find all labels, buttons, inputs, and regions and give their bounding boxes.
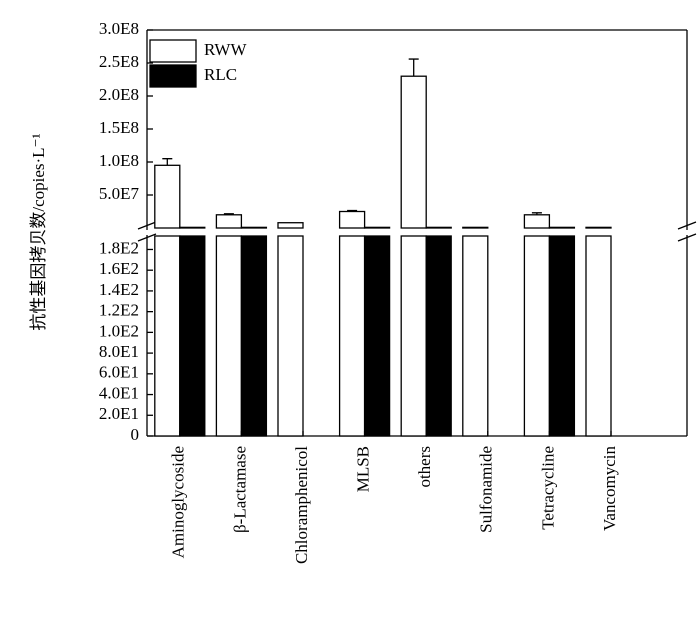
bar: [154, 164, 181, 229]
y-tick-label: 0: [131, 425, 140, 444]
bar: [462, 226, 489, 229]
bar: [154, 235, 181, 437]
y-tick-label: 1.0E2: [99, 321, 139, 340]
x-tick-label: Chloramphenicol: [292, 446, 311, 564]
y-tick-label: 2.0E1: [99, 404, 139, 423]
y-tick-label: 1.0E8: [99, 151, 139, 170]
bar: [277, 222, 304, 229]
y-tick-label: 1.5E8: [99, 118, 139, 137]
legend-label: RWW: [204, 40, 247, 59]
y-tick-label: 5.0E7: [99, 184, 140, 203]
legend-label: RLC: [204, 65, 237, 84]
error-bar: [531, 212, 542, 215]
bar: [179, 235, 206, 437]
bar: [548, 235, 576, 437]
x-tick-label: MLSB: [354, 446, 373, 492]
y-tick-label: 3.0E8: [99, 19, 139, 38]
legend-swatch: [149, 39, 197, 63]
y-tick-label: 6.0E1: [99, 363, 139, 382]
bar: [585, 235, 612, 437]
x-tick-label: Tetracycline: [538, 446, 557, 530]
axis-break: [137, 221, 157, 242]
y-axis-label: 抗性基因拷贝数/copies·L⁻¹: [29, 133, 48, 330]
bar: [425, 226, 452, 229]
axis-break-gap: [144, 230, 150, 235]
bar: [548, 226, 576, 229]
bar: [425, 235, 452, 437]
error-bar: [408, 58, 419, 77]
error-bar: [347, 209, 358, 212]
bar: [363, 235, 391, 437]
bar: [338, 210, 366, 229]
y-tick-label: 1.4E2: [99, 280, 139, 299]
bar: [179, 226, 206, 229]
error-bar: [223, 213, 234, 215]
x-tick-label: others: [415, 446, 434, 488]
bar: [400, 235, 427, 437]
bar: [240, 226, 268, 229]
axis-break-gap: [684, 230, 690, 235]
x-tick-label: Vancomycin: [600, 446, 619, 531]
x-tick-label: Sulfonamide: [477, 446, 496, 533]
bar: [400, 75, 427, 229]
bar: [215, 235, 243, 437]
bar: [240, 235, 268, 437]
bar: [523, 214, 551, 229]
y-tick-label: 2.5E8: [99, 52, 139, 71]
y-tick-label: 8.0E1: [99, 342, 139, 361]
y-tick-label: 1.2E2: [99, 301, 139, 320]
y-tick-label: 1.6E2: [99, 259, 139, 278]
y-tick-label: 4.0E1: [99, 383, 139, 402]
y-tick-label: 1.8E2: [99, 238, 139, 257]
bar: [462, 235, 489, 437]
bar: [523, 235, 551, 437]
error-bar: [162, 158, 173, 166]
bar: [277, 235, 304, 437]
x-tick-label: β-Lactamase: [230, 446, 249, 533]
legend-swatch: [149, 64, 197, 88]
bar: [585, 226, 612, 229]
axis-break: [677, 221, 697, 242]
x-tick-label: Aminoglycoside: [169, 446, 188, 558]
y-tick-label: 2.0E8: [99, 85, 139, 104]
bar: [338, 235, 366, 437]
bar: [363, 226, 391, 229]
bar: [215, 214, 243, 229]
